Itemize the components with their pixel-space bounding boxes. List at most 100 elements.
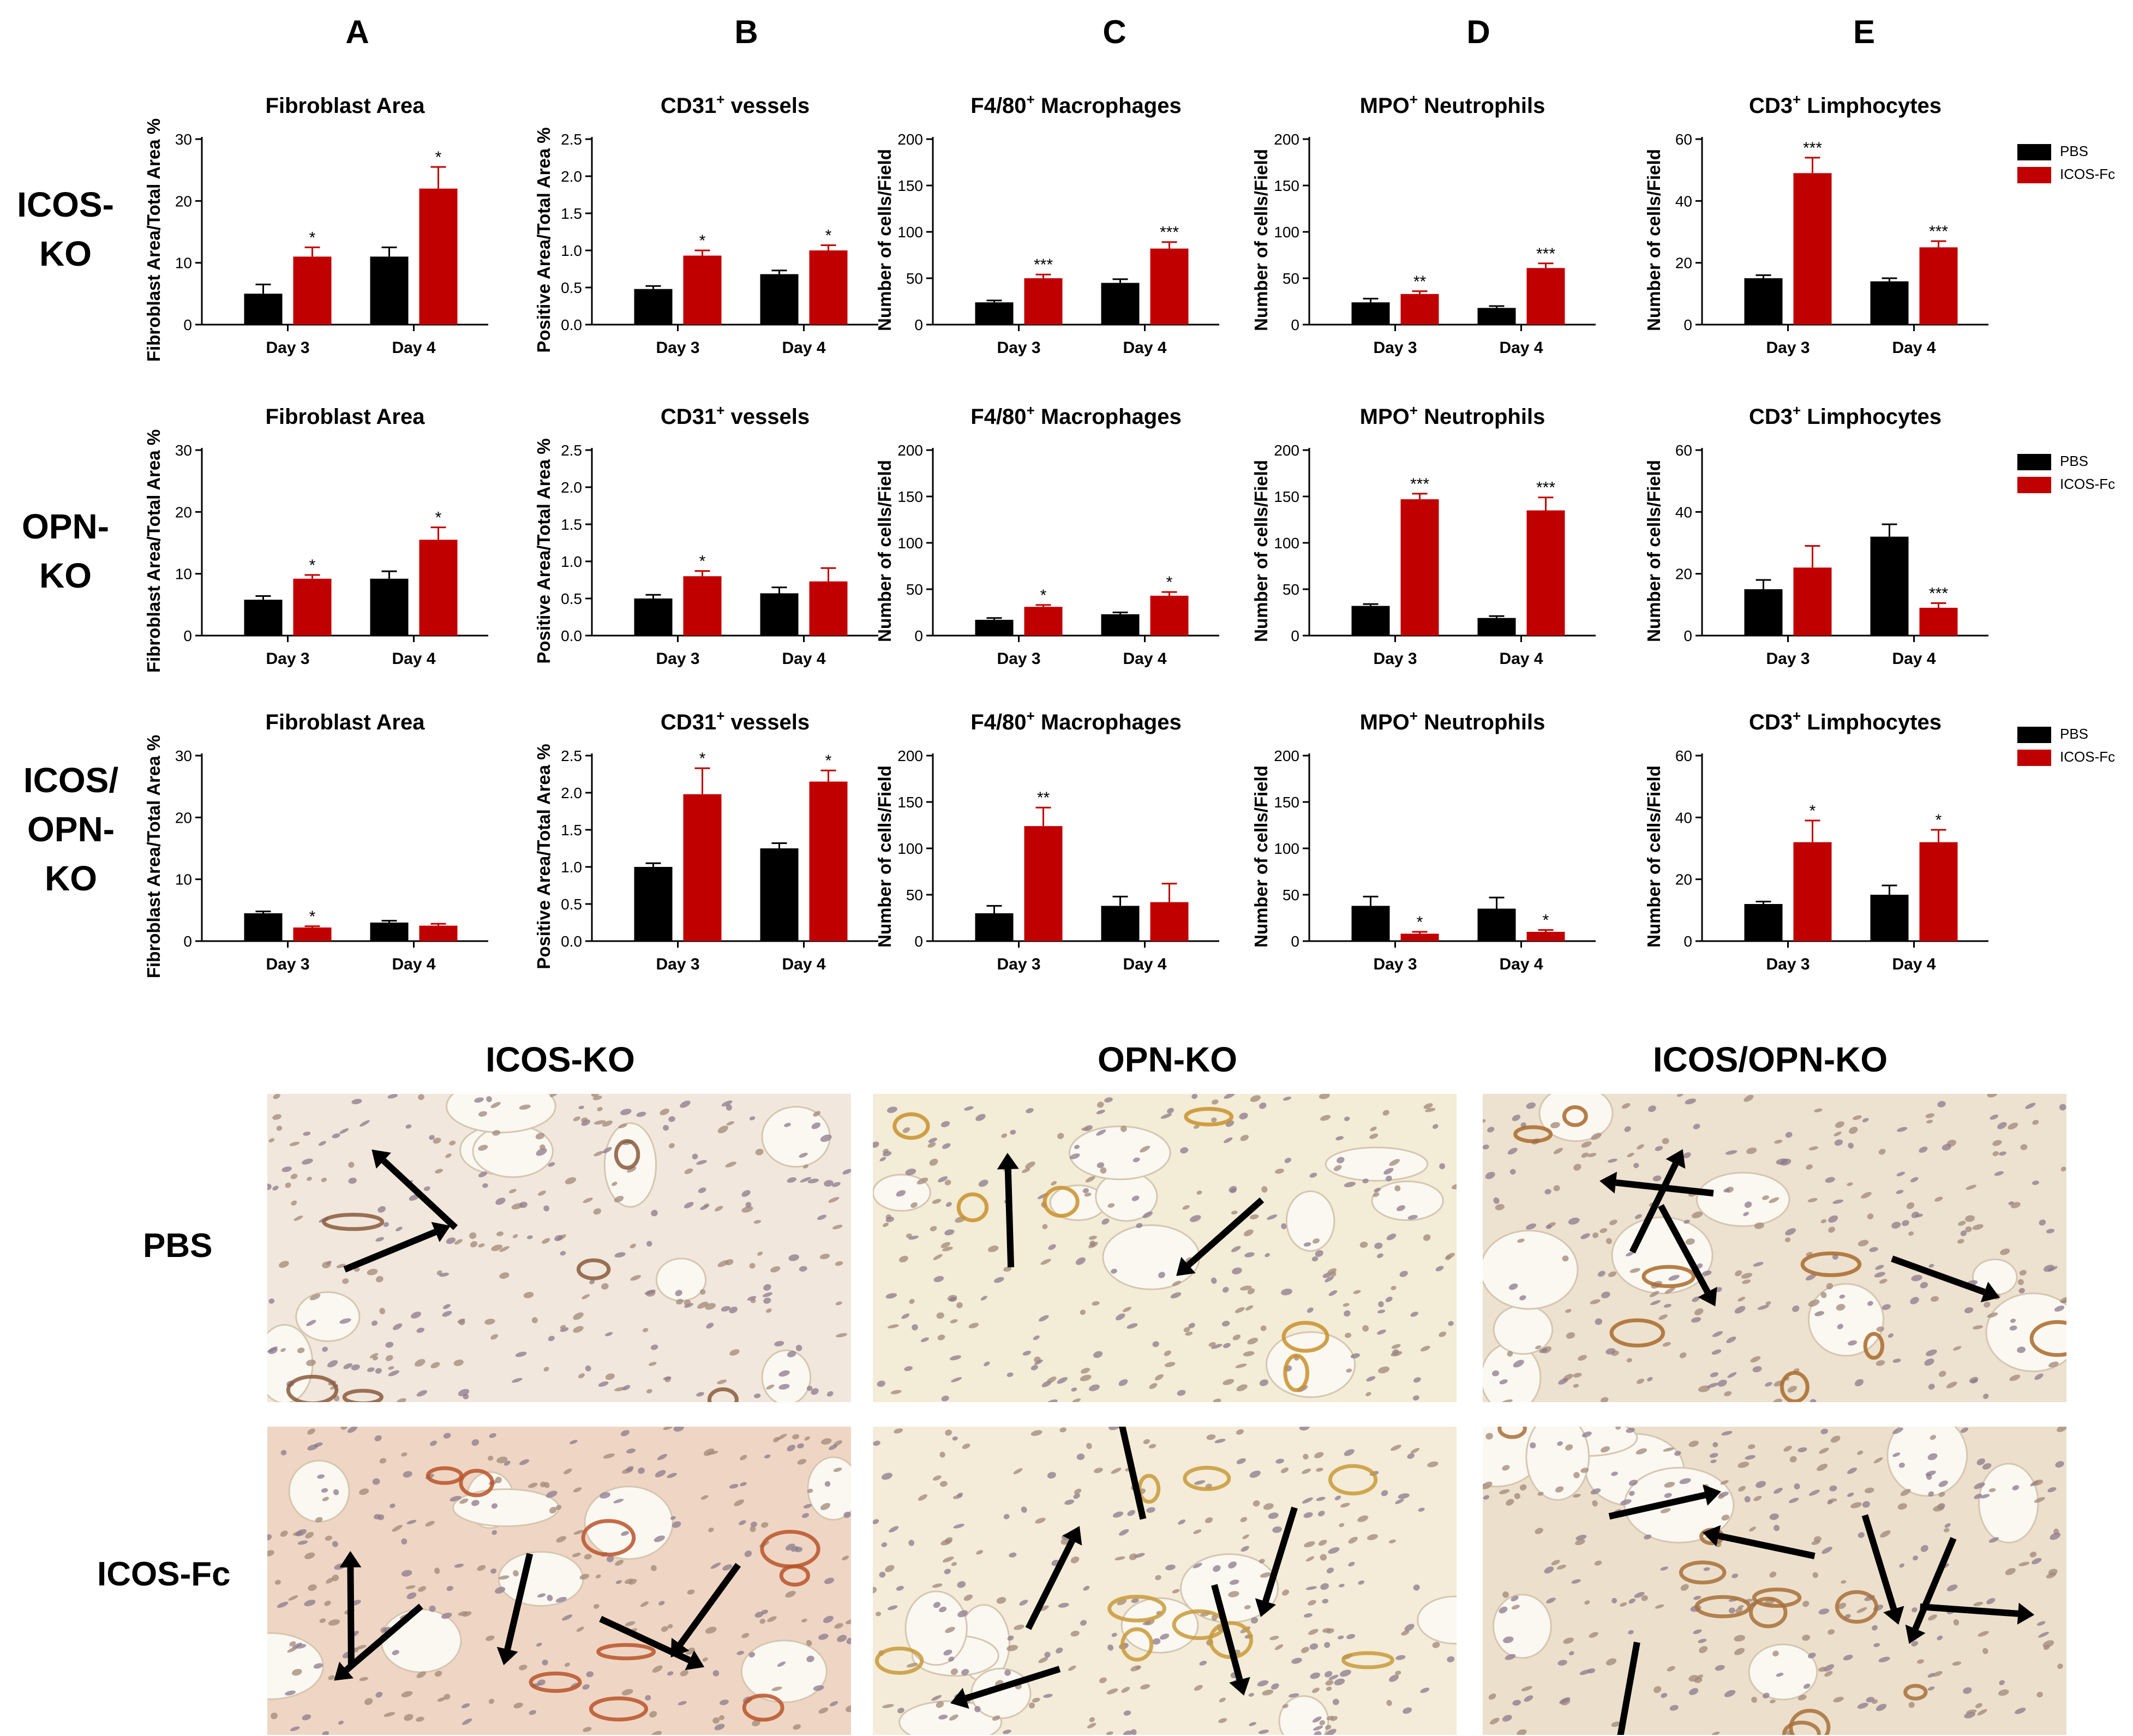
cell-nucleus [491, 1503, 498, 1509]
bar-chart: CD3+ Limphocytes Number of cells/Field 0 20… [1639, 701, 2016, 996]
cell-nucleus [1211, 1117, 1217, 1123]
fat-vacuole [761, 1106, 831, 1168]
legend-item-pbs: PBS [2017, 726, 2089, 744]
cell-nucleus [797, 1443, 804, 1448]
cell-nucleus [1343, 1303, 1350, 1307]
cell-nucleus [556, 1536, 567, 1543]
cell-nucleus [1988, 1488, 1996, 1493]
cell-nucleus [1911, 1641, 1919, 1647]
cell-nucleus [306, 1320, 316, 1326]
cell-nucleus [292, 1669, 302, 1676]
cell-nucleus [1803, 1683, 1811, 1689]
fat-vacuole [1886, 1427, 1968, 1497]
cell-nucleus [697, 1301, 709, 1309]
legend-label: PBS [2060, 726, 2089, 742]
significance-label: *** [1034, 256, 1053, 274]
cell-nucleus [1676, 1094, 1683, 1097]
cell-nucleus [339, 1128, 349, 1134]
cell-nucleus [630, 1275, 641, 1281]
arrow-head [339, 1551, 362, 1568]
cell-nucleus [1987, 1094, 1998, 1098]
cell-nucleus [290, 1726, 300, 1732]
row-label-icos-ko: ICOS- KO [11, 180, 120, 278]
cell-nucleus [1517, 1238, 1525, 1243]
cell-nucleus [752, 1720, 760, 1727]
cell-nucleus [1808, 1300, 1820, 1307]
cell-nucleus [486, 1635, 495, 1641]
cell-nucleus [1332, 1698, 1339, 1705]
cell-nucleus [1741, 1273, 1753, 1279]
stained-vessel [581, 1519, 636, 1557]
cell-nucleus [764, 1454, 771, 1459]
cell-nucleus [332, 1575, 339, 1582]
cell-nucleus [708, 1528, 714, 1533]
cell-nucleus [1499, 1606, 1508, 1614]
y-tick-label: 0 [183, 627, 192, 644]
y-tick-label: 50 [906, 887, 923, 903]
cell-nucleus [1688, 1440, 1699, 1447]
fat-vacuole [1978, 1463, 2039, 1544]
y-tick-label: 0 [1291, 316, 1299, 333]
cell-nucleus [1539, 1348, 1548, 1353]
cell-nucleus [940, 1121, 950, 1128]
cell-nucleus [1652, 1175, 1662, 1182]
cell-nucleus [1908, 1702, 1915, 1708]
cell-nucleus [832, 1182, 841, 1187]
cell-nucleus [1325, 1680, 1334, 1686]
cell-nucleus [309, 1294, 321, 1301]
cell-nucleus [1096, 1110, 1105, 1115]
cell-nucleus [940, 1481, 948, 1487]
cell-nucleus [1337, 1157, 1345, 1164]
y-axis-label: Number of cells/Field [874, 149, 895, 331]
arrow-head [1702, 1525, 1721, 1547]
cell-nucleus [1288, 1693, 1299, 1698]
legend-label: PBS [2060, 143, 2089, 159]
y-axis-label: Fibroblast Area/Total Area % [143, 429, 164, 673]
cell-nucleus [1798, 1447, 1807, 1452]
cell-nucleus [1530, 1442, 1536, 1448]
cell-nucleus [1813, 1536, 1822, 1542]
cell-nucleus [372, 1320, 378, 1326]
cell-nucleus [1734, 1648, 1745, 1655]
cell-nucleus [1127, 1323, 1138, 1329]
cell-nucleus [565, 1177, 577, 1184]
cell-nucleus [1535, 1528, 1543, 1534]
cell-nucleus [1056, 1647, 1063, 1654]
bar-pbs [1477, 308, 1516, 325]
arrow-shaft [1211, 1584, 1243, 1681]
cell-nucleus [1749, 1527, 1756, 1532]
cell-nucleus [1992, 1140, 2002, 1146]
y-tick-label: 200 [897, 442, 923, 459]
cell-nucleus [1154, 1374, 1164, 1381]
cell-nucleus [1218, 1718, 1227, 1723]
cell-nucleus [1926, 1120, 1933, 1124]
cell-nucleus [1927, 1673, 1935, 1678]
cell-nucleus [1334, 1495, 1341, 1500]
cell-nucleus [1828, 1215, 1838, 1223]
cell-nucleus [706, 1322, 714, 1329]
cell-nucleus [820, 1502, 830, 1510]
cell-nucleus [1395, 1499, 1404, 1504]
cell-nucleus [950, 1319, 958, 1324]
cell-nucleus [770, 1266, 781, 1273]
cell-nucleus [712, 1717, 720, 1724]
cell-nucleus [1932, 1671, 1943, 1677]
cell-nucleus [1042, 1224, 1048, 1230]
cell-nucleus [1318, 1540, 1327, 1546]
cell-nucleus [1931, 1296, 1939, 1302]
chart-title: F4/80+ Macrophages [970, 708, 1181, 734]
arrow-shaft [1912, 1537, 1957, 1630]
cell-nucleus [486, 1096, 492, 1103]
fat-vacuole [1102, 1224, 1201, 1290]
stained-vessel [614, 1139, 640, 1170]
cell-nucleus [1680, 1584, 1689, 1591]
cell-nucleus [1088, 1235, 1097, 1240]
cell-nucleus [1391, 1285, 1397, 1290]
row-label-icos-opn-ko: ICOS/ OPN- KO [11, 756, 131, 903]
cell-nucleus [1236, 1458, 1246, 1464]
cell-nucleus [949, 1714, 958, 1721]
stained-vessel [1782, 1720, 1821, 1735]
cell-nucleus [1892, 1427, 1903, 1434]
cell-nucleus [1213, 1565, 1221, 1572]
